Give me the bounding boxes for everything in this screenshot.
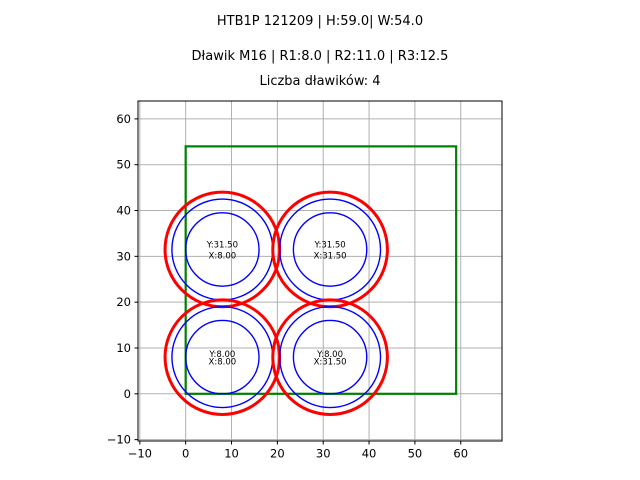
axes-title-line2: Liczba dławików: 4	[259, 74, 381, 89]
enclosure-rect	[184, 145, 458, 395]
axes-frame	[137, 100, 503, 442]
gland-inner-circle	[278, 306, 382, 409]
x-tick-label: 30	[316, 447, 331, 461]
y-tick-label: 10	[116, 341, 131, 355]
gland-label-x: X:8.00	[209, 357, 237, 367]
tick-labels: −10 0 10 20 30 40 50 60 −10 0 10 20 30 40 50 60	[107, 112, 468, 461]
x-tick-label: 0	[182, 447, 189, 461]
x-tick-label: 60	[453, 447, 468, 461]
axis-ticks	[134, 118, 462, 445]
gland-label-x: X:8.00	[209, 251, 237, 261]
gland-group: Y:31.50X:31.50	[271, 190, 389, 309]
y-tick-label: −10	[107, 433, 131, 447]
gland-label-y: Y:8.00	[208, 350, 235, 360]
y-tick-label: 20	[116, 295, 131, 309]
gland-label-y: Y:31.50	[206, 241, 238, 251]
gland-group: Y:31.50X:8.00	[163, 190, 282, 309]
plot-shapes: Y:31.50X:8.00Y:31.50X:31.50Y:8.00X:8.00Y…	[163, 145, 458, 416]
x-tick-label: 20	[270, 447, 285, 461]
gland-label-y: Y:31.50	[313, 241, 345, 251]
gland-inner-circle	[292, 319, 368, 395]
gland-group: Y:8.00X:31.50	[271, 298, 389, 416]
gland-inner-circle	[184, 212, 260, 287]
axes-title-line1: Dławik M16 | R1:8.0 | R2:11.0 | R3:12.5	[191, 49, 449, 64]
y-tick-label: 0	[124, 387, 131, 401]
x-tick-label: 40	[362, 447, 377, 461]
gland-group: Y:8.00X:8.00	[163, 298, 282, 416]
x-tick-label: 10	[224, 447, 239, 461]
gland-inner-circle	[292, 212, 368, 287]
gland-label-x: X:31.50	[314, 251, 347, 261]
figure-suptitle: HTB1P 121209 | H:59.0| W:54.0	[216, 14, 424, 29]
gland-inner-circle	[184, 319, 260, 395]
y-tick-label: 50	[116, 158, 131, 172]
y-tick-label: 60	[116, 112, 131, 126]
x-tick-label: 50	[408, 447, 423, 461]
plot-area: −10 0 10 20 30 40 50 60−100102030405060Y:31.50X…	[107, 100, 503, 461]
y-tick-label: 30	[116, 249, 131, 263]
gland-label-x: X:31.50	[314, 357, 347, 367]
y-tick-label: 40	[116, 204, 131, 218]
gland-outer-circle	[271, 298, 389, 416]
x-tick-label: −10	[128, 447, 152, 461]
gland-label-y: Y:8.00	[316, 350, 343, 360]
